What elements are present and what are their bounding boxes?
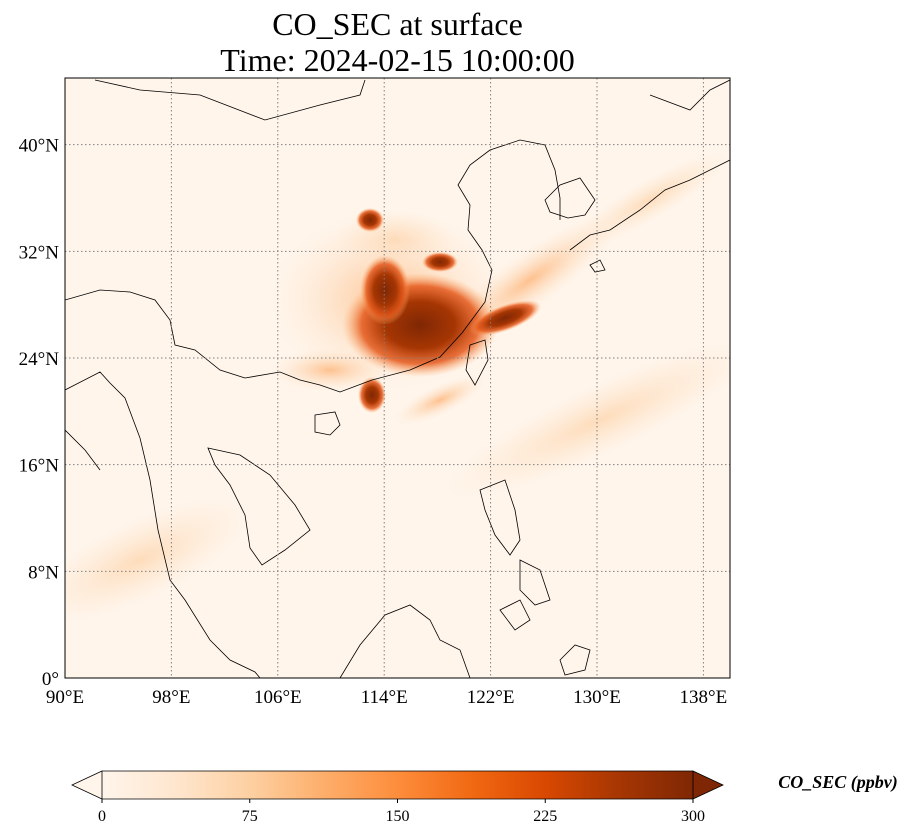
latitude-tick-label: 8°N [28, 562, 59, 583]
map-gridlines [65, 78, 730, 678]
longitude-tick-label: 90°E [46, 687, 84, 708]
latitude-tick-label: 32°N [19, 242, 60, 263]
longitude-tick-label: 106°E [254, 687, 302, 708]
colorbar-tick-label: 75 [242, 808, 258, 825]
latitude-tick-labels: 0° 8°N 16°N 24°N 32°N 40°N [19, 136, 60, 690]
longitude-tick-label: 130°E [573, 687, 621, 708]
latitude-tick-label: 0° [42, 669, 59, 690]
map-title: CO_SEC at surface [272, 6, 523, 42]
colorbar: 0 75 150 225 300 CO_SEC (ppbv) [71, 770, 898, 825]
colorbar-tick-label: 150 [386, 808, 410, 825]
colorbar-label: CO_SEC (ppbv) [778, 772, 898, 793]
colorbar-extend-max [692, 770, 724, 800]
map-time-subtitle: Time: 2024-02-15 10:00:00 [220, 42, 575, 78]
colorbar-extend-min [71, 770, 103, 800]
latitude-tick-label: 24°N [19, 349, 60, 370]
map-frame [64, 77, 731, 679]
concentration-field [65, 151, 730, 623]
colorbar-tick-label: 300 [681, 808, 705, 825]
longitude-tick-label: 138°E [680, 687, 728, 708]
longitude-tick-label: 114°E [361, 687, 408, 708]
colorbar-tick-label: 225 [533, 808, 557, 825]
latitude-tick-label: 16°N [19, 456, 60, 477]
longitude-tick-labels: 90°E 98°E 106°E 114°E 122°E 130°E 138°E [46, 687, 727, 708]
longitude-tick-label: 98°E [152, 687, 190, 708]
colorbar-tick-labels: 0 75 150 225 300 [98, 799, 705, 825]
latitude-tick-label: 40°N [19, 136, 60, 157]
coastlines [65, 79, 730, 678]
colorbar-gradient [102, 771, 693, 799]
colorbar-tick-label: 0 [98, 808, 106, 825]
longitude-tick-label: 122°E [467, 687, 515, 708]
